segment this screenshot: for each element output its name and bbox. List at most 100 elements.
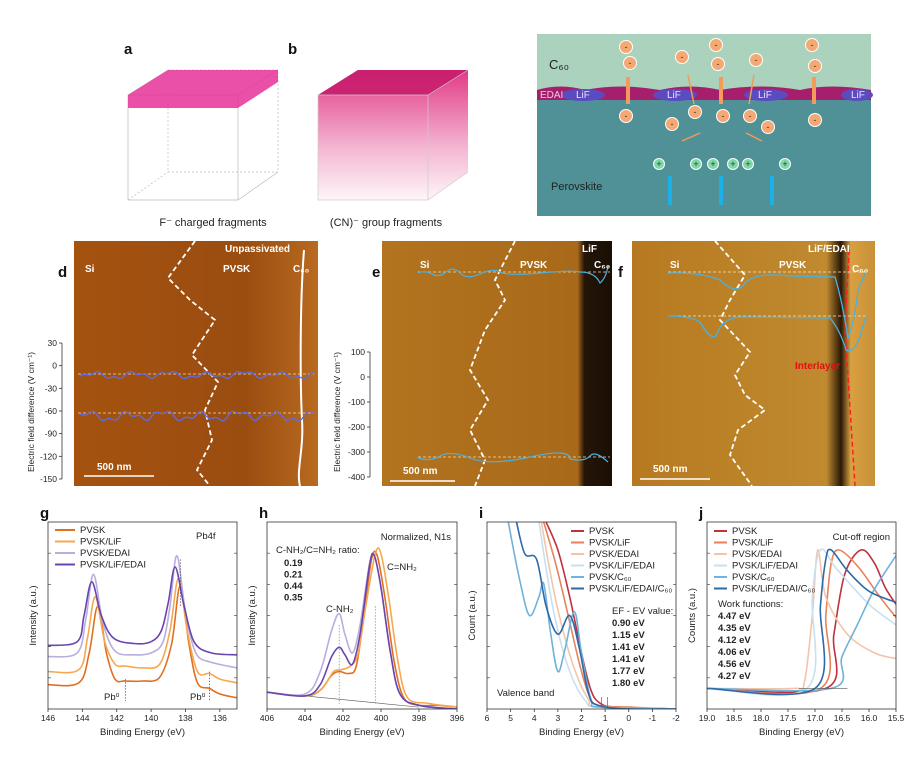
legend-label: PVSK [589, 526, 615, 537]
value-label: EF - EV value: [612, 606, 673, 617]
value-entry: 1.41 eV [612, 654, 645, 665]
electron-icon [808, 113, 822, 127]
x-tick-label: 6 [485, 713, 490, 723]
x-tick-label: -1 [649, 713, 657, 723]
y-tick-label: -30 [45, 383, 58, 393]
x-tick-label: 406 [260, 713, 274, 723]
value-entry: 4.35 eV [718, 623, 751, 634]
series-line-pvsk-lif [48, 577, 237, 684]
y-axis-label: Count (a.u.) [467, 590, 478, 640]
fragment-top-b [318, 70, 468, 95]
y-tick-label: -60 [45, 406, 58, 416]
electron-icon [749, 53, 763, 67]
value-entry: 1.77 eV [612, 666, 645, 677]
hole-sign: + [656, 159, 661, 169]
value-entry: 1.80 eV [612, 678, 645, 689]
annotation-pb0: Pb⁰ [104, 692, 120, 703]
y-axis-label: Intensity (a.u.) [28, 585, 39, 645]
x-tick-label: 140 [144, 713, 158, 723]
perovskite-label: Perovskite [551, 181, 602, 193]
pvsk-label: PVSK [223, 264, 251, 275]
electron-icon [619, 40, 633, 54]
ratio-value: 0.19 [284, 558, 303, 569]
c60-label: C₆₀ [293, 264, 309, 275]
y-axis-label: Electric field difference (V cm⁻¹) [26, 352, 36, 472]
panel-label-j: j [698, 505, 703, 522]
y-tick-label: 30 [48, 338, 58, 348]
x-tick-label: 3 [556, 713, 561, 723]
legend-label: PVSK/EDAI [732, 549, 782, 560]
electron-sign: - [681, 52, 684, 62]
electron-icon [716, 109, 730, 123]
legend-label: PVSK/EDAI [80, 548, 130, 559]
x-tick-label: 146 [41, 713, 55, 723]
value-entry: 4.56 eV [718, 659, 751, 670]
x-tick-label: 16.0 [861, 713, 878, 723]
panel-f: f LiF/EDAI Si PVSK C₆₀ Interlayer 500 nm [618, 240, 875, 487]
lif-label: LiF [851, 90, 865, 101]
legend-label: PVSK/LiF [732, 538, 773, 549]
x-tick-label: 19.0 [699, 713, 716, 723]
hole-sign: + [710, 159, 715, 169]
series-line-pvsk-edai [707, 549, 896, 691]
ratio-label: C-NH₂/C=NH₂ ratio: [276, 545, 360, 556]
legend-label: PVSK/LiF/EDAI/C₆₀ [732, 584, 815, 595]
electron-icon [743, 109, 757, 123]
electron-sign: - [717, 59, 720, 69]
value-entry: 4.12 eV [718, 635, 751, 646]
chart-title: Normalized, N1s [381, 532, 451, 543]
ratio-value: 0.21 [284, 570, 303, 581]
panel-label-e: e [372, 264, 380, 281]
afm-image-e [382, 241, 612, 486]
c60-label: C₆₀ [594, 260, 610, 271]
scale-label: 500 nm [97, 462, 132, 473]
panel-e: e LiF Si PVSK C₆₀ 500 nm 100 0 -100 -200 -30… [332, 240, 612, 487]
panel-label-g: g [40, 505, 49, 522]
x-tick-label: 138 [178, 713, 192, 723]
x-tick-label: 136 [213, 713, 227, 723]
hole-sign: + [745, 159, 750, 169]
c60-label: C₆₀ [852, 264, 868, 275]
y-tick-label: -100 [348, 397, 365, 407]
x-tick-label: -2 [672, 713, 680, 723]
x-tick-label: 0 [626, 713, 631, 723]
value-entry: 0.90 eV [612, 618, 645, 629]
value-label: Work functions: [718, 599, 783, 610]
lif-label: LiF [667, 90, 681, 101]
x-tick-label: 4 [532, 713, 537, 723]
lif-islands [561, 89, 873, 101]
value-entry: 4.27 eV [718, 671, 751, 682]
series-line-pvsk-lif-edai [707, 548, 896, 696]
ratio-value: 0.44 [284, 581, 303, 592]
field-profile-line [79, 410, 315, 422]
electron-path-arrow [687, 74, 695, 105]
chart-title: Cut-off region [833, 532, 890, 543]
x-tick-label: 16.5 [834, 713, 851, 723]
legend-label: PVSK [80, 525, 106, 536]
lif-label: LiF [576, 90, 590, 101]
x-axis-label: Binding Energy (eV) [759, 727, 844, 738]
panel-d: d Unpassivated Si PVSK C₆₀ 500 nm 30 0 -30… [26, 240, 318, 487]
electron-sign: - [814, 115, 817, 125]
legend-label: PVSK/LiF [589, 538, 630, 549]
afm-image-d [74, 241, 318, 486]
x-tick-label: 2 [579, 713, 584, 723]
electron-path-arrow [748, 74, 755, 105]
panel-label-d: d [58, 264, 67, 281]
panel-label-i: i [479, 505, 483, 522]
series-line-pvsk-lif-edai-c- [515, 522, 676, 709]
series-line-pvsk-lif [542, 522, 676, 709]
legend-label: PVSK/LiF [80, 537, 121, 548]
hole-icon [779, 158, 791, 170]
x-tick-label: 142 [110, 713, 124, 723]
si-label: Si [670, 260, 680, 271]
electron-sign: - [755, 55, 758, 65]
x-tick-label: 404 [298, 713, 312, 723]
electron-sign: - [629, 58, 632, 68]
legend-label: PVSK/EDAI [589, 549, 639, 560]
legend-label: PVSK/LiF/EDAI [589, 561, 655, 572]
c60-label: C₆₀ [549, 57, 569, 72]
legend-label: PVSK/C₆₀ [732, 572, 775, 583]
fragment-volume-b [318, 70, 468, 200]
